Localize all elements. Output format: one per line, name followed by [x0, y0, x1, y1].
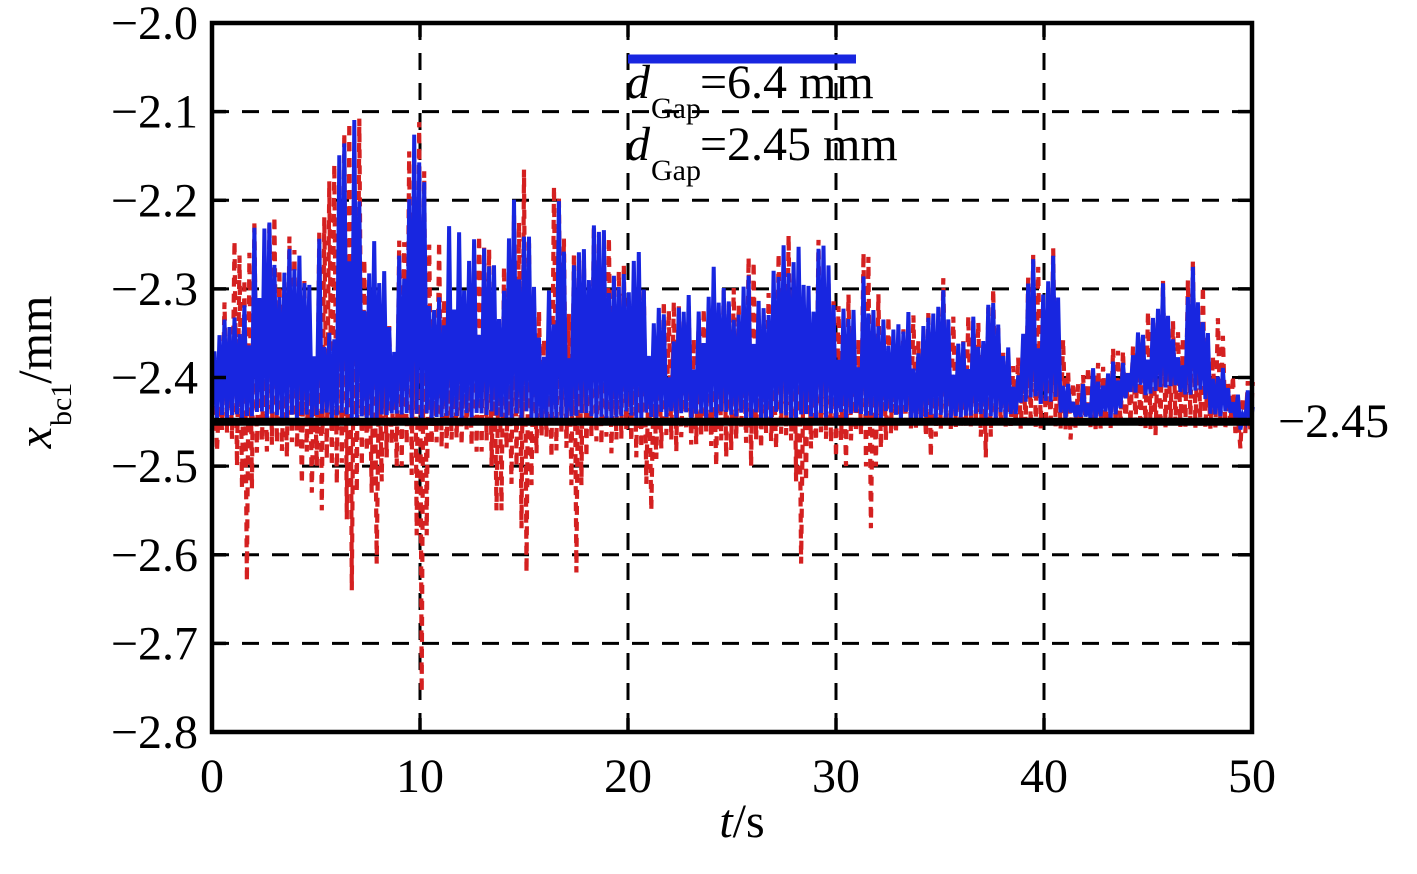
series-blue-solid-line	[210, 119, 1255, 430]
x-tick-label: 40	[1020, 750, 1068, 803]
x-tick-label: 20	[604, 750, 652, 803]
legend-label-red: dGap=6.4 mm	[626, 56, 874, 124]
x-axis-label-unit: /s	[732, 795, 765, 848]
legend-sub-blue: Gap	[651, 153, 701, 187]
y-tick-label: −2.1	[111, 86, 198, 139]
reference-line-label: −2.45	[1278, 395, 1390, 448]
y-tick-label: −2.7	[111, 617, 198, 670]
legend-rest-blue: =2.45 mm	[699, 118, 898, 171]
y-axis-label-var: x	[9, 427, 62, 449]
y-axis-label-unit: /mm	[9, 295, 62, 384]
legend-swatch-blue-solid	[628, 54, 856, 64]
y-tick-label: −2.3	[111, 263, 198, 316]
x-tick-label: 10	[396, 750, 444, 803]
y-tick-label: −2.6	[111, 529, 198, 582]
x-tick-label: 50	[1228, 750, 1276, 803]
y-tick-label: −2.4	[111, 352, 198, 405]
y-tick-label: −2.5	[111, 440, 198, 493]
y-tick-label: −2.0	[111, 0, 198, 50]
x-tick-label: 30	[812, 750, 860, 803]
x-axis-label: t/s	[612, 795, 872, 849]
x-axis-label-var: t	[719, 795, 733, 848]
legend-label-blue: dGap=2.45 mm	[626, 118, 898, 186]
legend-var-blue: d	[626, 118, 650, 171]
plot-frame	[209, 20, 1255, 735]
legend-sub-red: Gap	[651, 91, 701, 125]
legend-item-blue-series: dGap=2.45 mm	[626, 54, 898, 186]
y-tick-label: −2.8	[111, 706, 198, 759]
legend-rest-red: =6.4 mm	[699, 56, 874, 109]
y-axis-label: xbc1/mm	[9, 295, 78, 449]
legend: dGap=6.4 mm dGap=2.45 mm	[626, 52, 898, 186]
y-axis-label-sub: bc1	[44, 382, 78, 427]
x-tick-label: 0	[200, 750, 224, 803]
y-tick-label: −2.2	[111, 174, 198, 227]
legend-var-red: d	[626, 56, 650, 109]
